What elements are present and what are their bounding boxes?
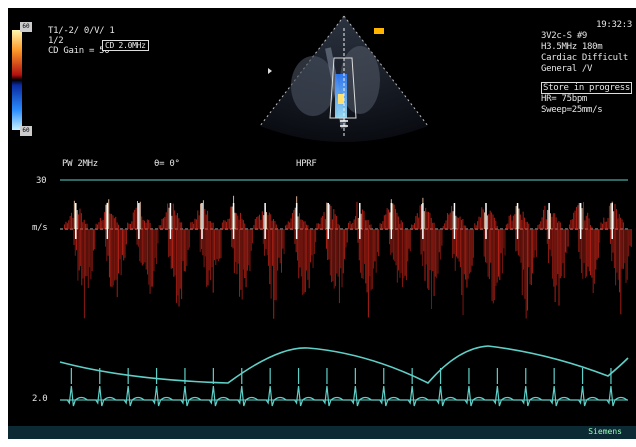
- respiration-trace: [59, 345, 629, 384]
- doppler-spectrum: [60, 179, 632, 401]
- hprf-label: HPRF: [296, 159, 317, 169]
- velocity-scale-top: 30: [36, 176, 47, 186]
- ecg-trace: [60, 385, 628, 407]
- preset-name: Cardiac Difficult: [540, 53, 628, 63]
- store-status: Store in progress: [540, 82, 632, 94]
- frequency-depth: H3.5MHz 180m: [540, 42, 603, 52]
- cd-frequency-badge: CD 2.0MHz: [102, 40, 149, 51]
- sweep-speed: Sweep=25mm/s: [540, 105, 603, 115]
- probe-info: 3V2c-S #9: [540, 31, 588, 41]
- velocity-unit: m/s: [32, 223, 48, 233]
- heart-rate: HR= 75bpm: [540, 94, 588, 104]
- clock-time: 19:32:3: [596, 20, 632, 30]
- transducer-params: T1/-2/ 0/V/ 1: [48, 26, 115, 36]
- ultrasound-display: T1/-2/ 0/V/ 1 1/2 CD Gain = 50 CD 2.0MHz…: [8, 8, 636, 439]
- cd-gain: CD Gain = 50: [48, 46, 110, 56]
- preset-mode: General /V: [540, 64, 593, 74]
- frame-ratio: 1/2: [48, 36, 64, 46]
- color-scale-top: 60: [20, 22, 32, 32]
- acquisition-settings: T1/-2/ 0/V/ 1 1/2 CD Gain = 50: [48, 26, 115, 56]
- color-scale-bar: [12, 30, 22, 130]
- display-graphics: [12, 15, 632, 407]
- velocity-scale-bottom: 2.0: [32, 394, 48, 404]
- echo-sector-image: [259, 15, 429, 142]
- status-bar: Siemens: [8, 426, 636, 439]
- pw-mode: PW 2MHz: [62, 159, 98, 169]
- brand-label: Siemens: [588, 427, 622, 436]
- system-info: 19:32:3 3V2c-S #9 H3.5MHz 180m Cardiac D…: [540, 20, 632, 116]
- color-scale-bottom: 60: [20, 126, 32, 136]
- doppler-angle: θ= 0°: [154, 159, 180, 169]
